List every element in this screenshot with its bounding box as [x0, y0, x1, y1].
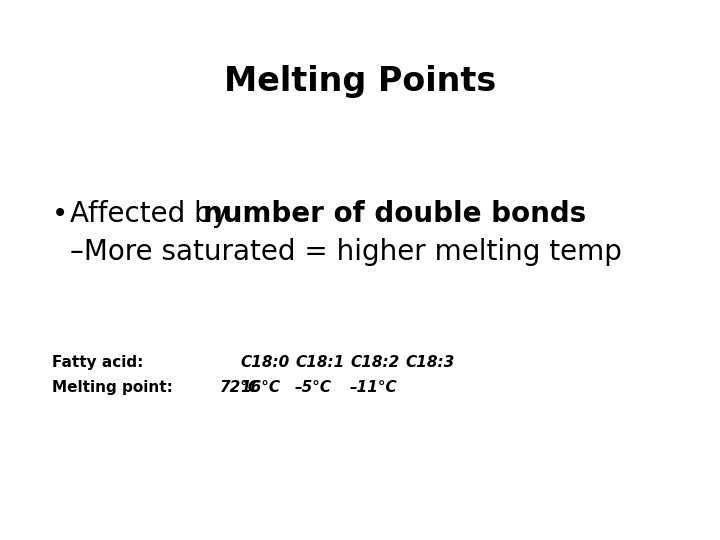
Text: –11°C: –11°C: [350, 380, 397, 395]
Text: –More saturated = higher melting temp: –More saturated = higher melting temp: [70, 238, 622, 266]
Text: number of double bonds: number of double bonds: [203, 200, 586, 228]
Text: Melting Points: Melting Points: [224, 65, 496, 98]
Text: Melting point:: Melting point:: [52, 380, 173, 395]
Text: Affected by: Affected by: [70, 200, 237, 228]
Text: C18:3: C18:3: [405, 355, 454, 370]
Text: C18:1: C18:1: [295, 355, 344, 370]
Text: C18:2: C18:2: [350, 355, 400, 370]
Text: 72°C: 72°C: [220, 380, 260, 395]
Text: Fatty acid:: Fatty acid:: [52, 355, 143, 370]
Text: –5°C: –5°C: [295, 380, 332, 395]
Text: 16°C: 16°C: [240, 380, 280, 395]
Text: •: •: [52, 200, 77, 228]
Text: C18:0: C18:0: [240, 355, 289, 370]
